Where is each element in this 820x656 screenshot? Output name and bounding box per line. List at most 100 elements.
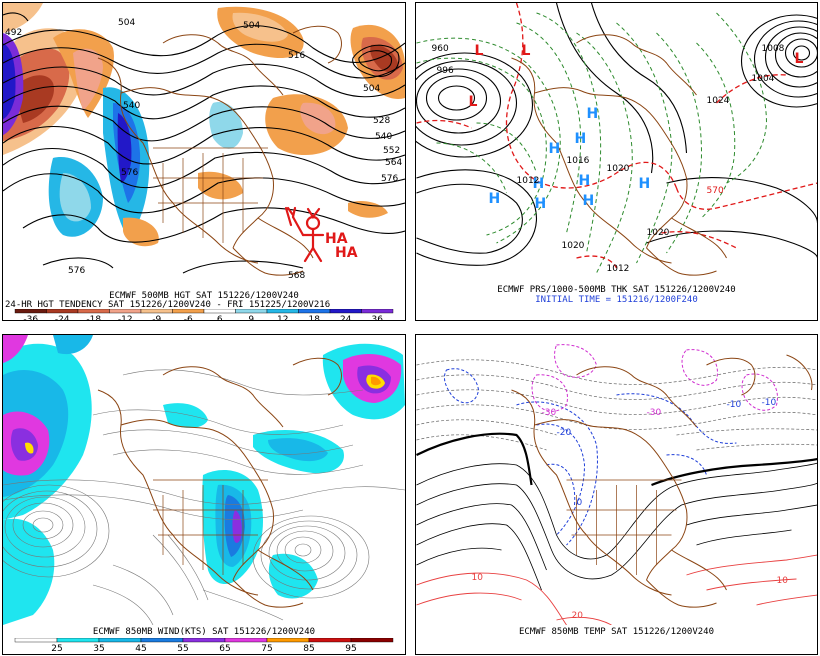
map-500mb-height: 504 504 516 528 540 552 564 576 576 576 …: [3, 3, 405, 281]
pressure-centers: H H H H H H H H H L L L L: [469, 43, 804, 212]
scale-swatch: [308, 638, 352, 643]
scale-label: 65: [219, 644, 230, 653]
contour-label: 516: [288, 51, 305, 61]
panel-500mb-height: 504 504 516 528 540 552 564 576 576 576 …: [2, 2, 406, 321]
low-pressure-center: L: [469, 94, 478, 110]
scale-swatch: [98, 638, 142, 643]
high-pressure-center: H: [489, 191, 501, 207]
isobar-label: 1008: [762, 44, 785, 54]
isobar-label: 1012: [607, 264, 630, 274]
doodle-text: HA: [325, 231, 348, 247]
isobar-label: 1016: [567, 156, 590, 166]
panel-caption: ECMWF 850MB TEMP SAT 151226/1200V240: [518, 627, 715, 637]
below-freezing-isotherms: [443, 368, 737, 546]
scale-label: 18: [309, 315, 321, 320]
high-pressure-center: H: [639, 176, 651, 192]
stick-figure-doodle: [284, 206, 325, 263]
isotherm-label: -10: [727, 400, 742, 410]
isobar-label: 1020: [647, 228, 670, 238]
isotherm-label: -30: [542, 408, 557, 418]
contour-label: 540: [375, 132, 392, 142]
scale-swatch: [224, 638, 268, 643]
contour-label: 528: [373, 116, 390, 126]
scale-swatch: [56, 638, 100, 643]
panel-850mb-temperature: -30 -30 -10 -20 0 10 20 -10 10 ECMWF 850…: [415, 334, 818, 655]
scale-label: -9: [152, 315, 161, 320]
isotherm-label: -20: [557, 428, 572, 438]
high-pressure-center: H: [533, 176, 545, 192]
contour-label: 576: [68, 266, 85, 276]
color-scale-bar: 25 35 45 55 65 75 85 95: [14, 638, 394, 653]
thickness-label: 570: [707, 186, 724, 196]
scale-swatch: [14, 309, 47, 314]
contour-label: 540: [123, 101, 140, 111]
doodle-text: HA: [335, 245, 358, 261]
isotherm-label: 0: [577, 498, 583, 508]
isobar-label: 1020: [562, 241, 585, 251]
map-850mb-temperature: -30 -30 -10 -20 0 10 20 -10 10: [416, 344, 817, 625]
very-cold-isotherms: [531, 344, 778, 412]
scale-label: -18: [86, 315, 101, 320]
contour-label: 492: [5, 28, 22, 38]
contour-label: 552: [383, 146, 400, 156]
isotherm-label: -30: [647, 408, 662, 418]
contour-label: 576: [381, 174, 398, 184]
scale-label: 95: [345, 644, 356, 653]
scale-label: 24: [340, 315, 352, 320]
height-tendency-shading: [3, 3, 405, 247]
cold-isotherms: [416, 359, 817, 451]
isobar-label: 1020: [607, 164, 630, 174]
warm-isotherms: [416, 462, 817, 591]
scale-swatch: [298, 309, 331, 314]
map-850mb-wind: [3, 335, 405, 625]
scale-swatch: [203, 309, 236, 314]
freezing-line: [651, 457, 817, 487]
scale-label: 35: [93, 644, 104, 653]
scale-swatch: [350, 638, 394, 643]
scale-label: 75: [261, 644, 272, 653]
contour-label: 504: [243, 21, 260, 31]
contour-label: 504: [363, 84, 380, 94]
contour-label: 568: [288, 271, 305, 281]
scale-swatch: [266, 309, 299, 314]
scale-swatch: [109, 309, 142, 314]
contour-label: 504: [118, 18, 135, 28]
low-pressure-center: L: [475, 43, 484, 59]
state-borders: [153, 479, 268, 575]
isotherm-label: 20: [572, 611, 584, 621]
scale-swatch: [329, 309, 362, 314]
freezing-thickness: [416, 3, 817, 269]
isotherm-label: -10: [762, 398, 777, 408]
map-pressure-thickness: H H H H H H H H H L L L L 960 996 1004 1…: [416, 3, 817, 276]
coastlines: [97, 25, 342, 276]
isobar-label: 960: [432, 44, 449, 54]
isotherm-labels: -30 -30 -10 -20 0 10 20 -10 10: [472, 398, 789, 621]
isobars: [416, 3, 817, 266]
scale-label: 55: [177, 644, 188, 653]
color-scale-bar: -36 -24 -18 -12 -9 -6 6 9 12 18 24 36: [14, 309, 394, 320]
scale-swatch: [172, 309, 205, 314]
wind-speed-shading: [3, 335, 405, 625]
scale-label: 25: [51, 644, 62, 653]
panel-caption: ECMWF 850MB WIND(KTS) SAT 151226/1200V24…: [92, 627, 316, 637]
scale-swatch: [77, 309, 110, 314]
panel-caption: 24-HR HGT TENDENCY SAT 151226/1200V240 -…: [5, 300, 331, 310]
scale-swatch: [46, 309, 79, 314]
low-pressure-center: L: [795, 51, 804, 67]
panel-caption: ECMWF PRS/1000-500MB THK SAT 151226/1200…: [497, 285, 736, 295]
high-pressure-center: H: [579, 173, 591, 189]
scale-label: 45: [135, 644, 146, 653]
scale-label: -12: [118, 315, 133, 320]
high-pressure-center: H: [587, 106, 599, 122]
high-pressure-center: H: [549, 141, 561, 157]
contour-label: 564: [385, 158, 402, 168]
panel-850mb-wind: ECMWF 850MB WIND(KTS) SAT 151226/1200V24…: [2, 334, 406, 655]
scale-label: 9: [248, 315, 254, 320]
scale-label: 85: [303, 644, 314, 653]
isobar-label: 1024: [707, 96, 730, 106]
scale-swatch: [140, 309, 173, 314]
coastlines: [511, 354, 813, 608]
scale-swatch: [361, 309, 394, 314]
high-pressure-center: H: [583, 193, 595, 209]
isobar-labels: 960 996 1004 1008 1016 1020 1024 1012 10…: [432, 44, 785, 274]
